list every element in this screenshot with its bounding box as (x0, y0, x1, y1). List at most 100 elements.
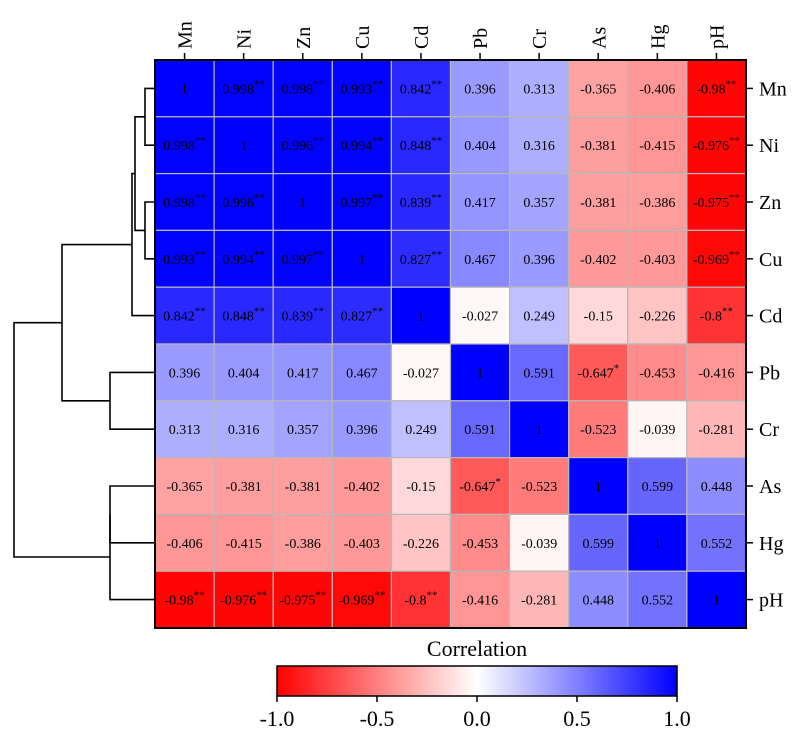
significance-mark: * (495, 476, 501, 488)
heatmap-cell-pH-Cr (509, 570, 570, 629)
significance-mark: ** (722, 306, 733, 318)
cell-label-Cr-As: -0.523 (580, 423, 616, 438)
cell-label-Cr-Cr: 1 (536, 423, 543, 438)
heatmap-cell-Mn-As (568, 59, 629, 118)
column-label-Cu: Cu (352, 26, 374, 49)
column-label-Zn: Zn (293, 27, 315, 49)
colorbar-tick-label: 0.0 (463, 706, 491, 731)
significance-mark: ** (372, 192, 383, 204)
heatmap-cell-Cr-As (568, 400, 629, 459)
heatmap-cell-Hg-Cd (390, 513, 452, 572)
significance-mark: ** (431, 249, 442, 261)
cell-label-Pb-Ni: 0.404 (228, 366, 260, 381)
significance-mark: ** (374, 590, 385, 602)
heatmap-cell-Cr-Pb (449, 400, 511, 459)
heatmap-cell-Cr-Cu (331, 400, 392, 459)
cell-label-Pb-Mn: 0.396 (169, 366, 201, 381)
dendrogram-branch-2 (144, 201, 155, 260)
row-label-Ni: Ni (759, 135, 779, 157)
significance-mark: ** (729, 192, 740, 204)
heatmap-cell-As-Cd (390, 457, 452, 516)
cell-label-Pb-Hg: -0.453 (639, 366, 675, 381)
heatmap-cell-Pb-Mn (154, 343, 215, 402)
heatmap-cell-Zn-Zn (272, 173, 333, 232)
significance-mark: ** (431, 135, 442, 147)
significance-mark: ** (313, 306, 324, 318)
cell-label-As-Ni: -0.381 (226, 480, 262, 495)
significance-mark: ** (256, 590, 267, 602)
cell-label-Cr-Zn: 0.357 (287, 423, 319, 438)
cell-label-Hg-Cd: -0.226 (403, 537, 439, 552)
column-label-Pb: Pb (470, 28, 492, 49)
row-label-Cu: Cu (759, 249, 782, 271)
cell-label-Cr-Ni: 0.316 (228, 423, 260, 438)
heatmap-cell-Zn-Mn (154, 173, 215, 232)
cell-label-Cd-Hg: -0.226 (639, 310, 675, 325)
column-label-pH: pH (706, 25, 728, 49)
cell-label-As-Cu: -0.402 (344, 480, 380, 495)
heatmap-cell-Cr-Hg (627, 400, 688, 459)
heatmap-cell-Hg-Hg (627, 513, 688, 572)
heatmap-cell-Cr-pH (686, 400, 747, 459)
heatmap-cell-Ni-Cu (331, 116, 392, 175)
column-label-Mn: Mn (175, 21, 197, 49)
heatmap-cell-Mn-Mn (154, 59, 215, 118)
cell-label-Ni-Cr: 0.316 (523, 139, 555, 154)
colorbar-tick-label: -1.0 (260, 706, 295, 731)
cell-label-As-Cd: -0.15 (406, 480, 435, 495)
heatmap-cell-Zn-Hg (627, 173, 688, 232)
column-label-Cr: Cr (529, 29, 551, 49)
dendrogram-branch-1 (144, 87, 155, 146)
heatmap-cell-Mn-Ni (213, 59, 274, 118)
heatmap-cell-pH-Cd (390, 570, 452, 629)
column-label-Cd: Cd (411, 26, 433, 49)
heatmap-frame (154, 59, 747, 629)
colorbar (276, 665, 678, 697)
heatmap-cell-Hg-Zn (272, 513, 333, 572)
cell-label-Mn-As: -0.365 (580, 82, 616, 97)
cell-label-Hg-Pb: -0.453 (462, 537, 498, 552)
cell-label-pH-Cu: -0.969** (338, 590, 385, 609)
cell-label-Zn-pH: -0.975** (693, 192, 740, 211)
row-label-Cd: Cd (759, 306, 782, 328)
heatmap-cell-Cu-Pb (449, 229, 511, 288)
column-label-Ni: Ni (234, 29, 256, 49)
cell-label-Cu-Pb: 0.467 (464, 253, 496, 268)
cell-label-Zn-Pb: 0.417 (464, 196, 496, 211)
row-label-Mn: Mn (759, 78, 787, 100)
significance-mark: ** (431, 192, 442, 204)
significance-mark: * (614, 362, 620, 374)
heatmap-cell-As-Cu (331, 457, 392, 516)
cell-label-pH-Zn: -0.975** (279, 590, 326, 609)
colorbar-ticks: -1.0 -0.5 0.0 0.5 1.0 (260, 696, 691, 731)
cell-label-Ni-Hg: -0.415 (639, 139, 675, 154)
significance-mark: ** (729, 249, 740, 261)
cell-label-Hg-Cu: -0.403 (344, 537, 380, 552)
dendrogram-branch-5 (109, 371, 155, 430)
cell-label-Cr-Cd: 0.249 (405, 423, 437, 438)
heatmap-cell-pH-Mn (154, 570, 215, 629)
cell-label-Cu-Hg: -0.403 (639, 253, 675, 268)
row-label-Zn: Zn (759, 192, 781, 214)
cell-label-As-Hg: 0.599 (642, 480, 674, 495)
row-dendrogram (13, 87, 155, 601)
cell-label-Cr-Pb: 0.591 (464, 423, 496, 438)
row-label-pH: pH (759, 590, 783, 612)
colorbar-tick-label: 0.5 (563, 706, 591, 731)
heatmap-cell-Cd-pH (686, 286, 747, 345)
heatmap-cell-Cu-pH (686, 229, 747, 288)
heatmap-cell-Cd-As (568, 286, 629, 345)
significance-mark: ** (372, 306, 383, 318)
row-label-Pb: Pb (759, 362, 780, 384)
heatmap-cell-pH-As (568, 570, 629, 629)
colorbar-tick-label: 1.0 (663, 706, 691, 731)
cell-label-Cr-pH: -0.281 (698, 423, 734, 438)
cell-label-As-Cr: -0.523 (521, 480, 557, 495)
heatmap-cell-pH-pH (686, 570, 747, 629)
cell-label-pH-pH: 1 (713, 594, 720, 609)
heatmap-cell-Zn-As (568, 173, 629, 232)
significance-mark: ** (313, 249, 324, 261)
heatmap-cell-Zn-Cr (509, 173, 570, 232)
dendrogram-branch-7 (109, 514, 155, 601)
cell-label-Zn-As: -0.381 (580, 196, 616, 211)
